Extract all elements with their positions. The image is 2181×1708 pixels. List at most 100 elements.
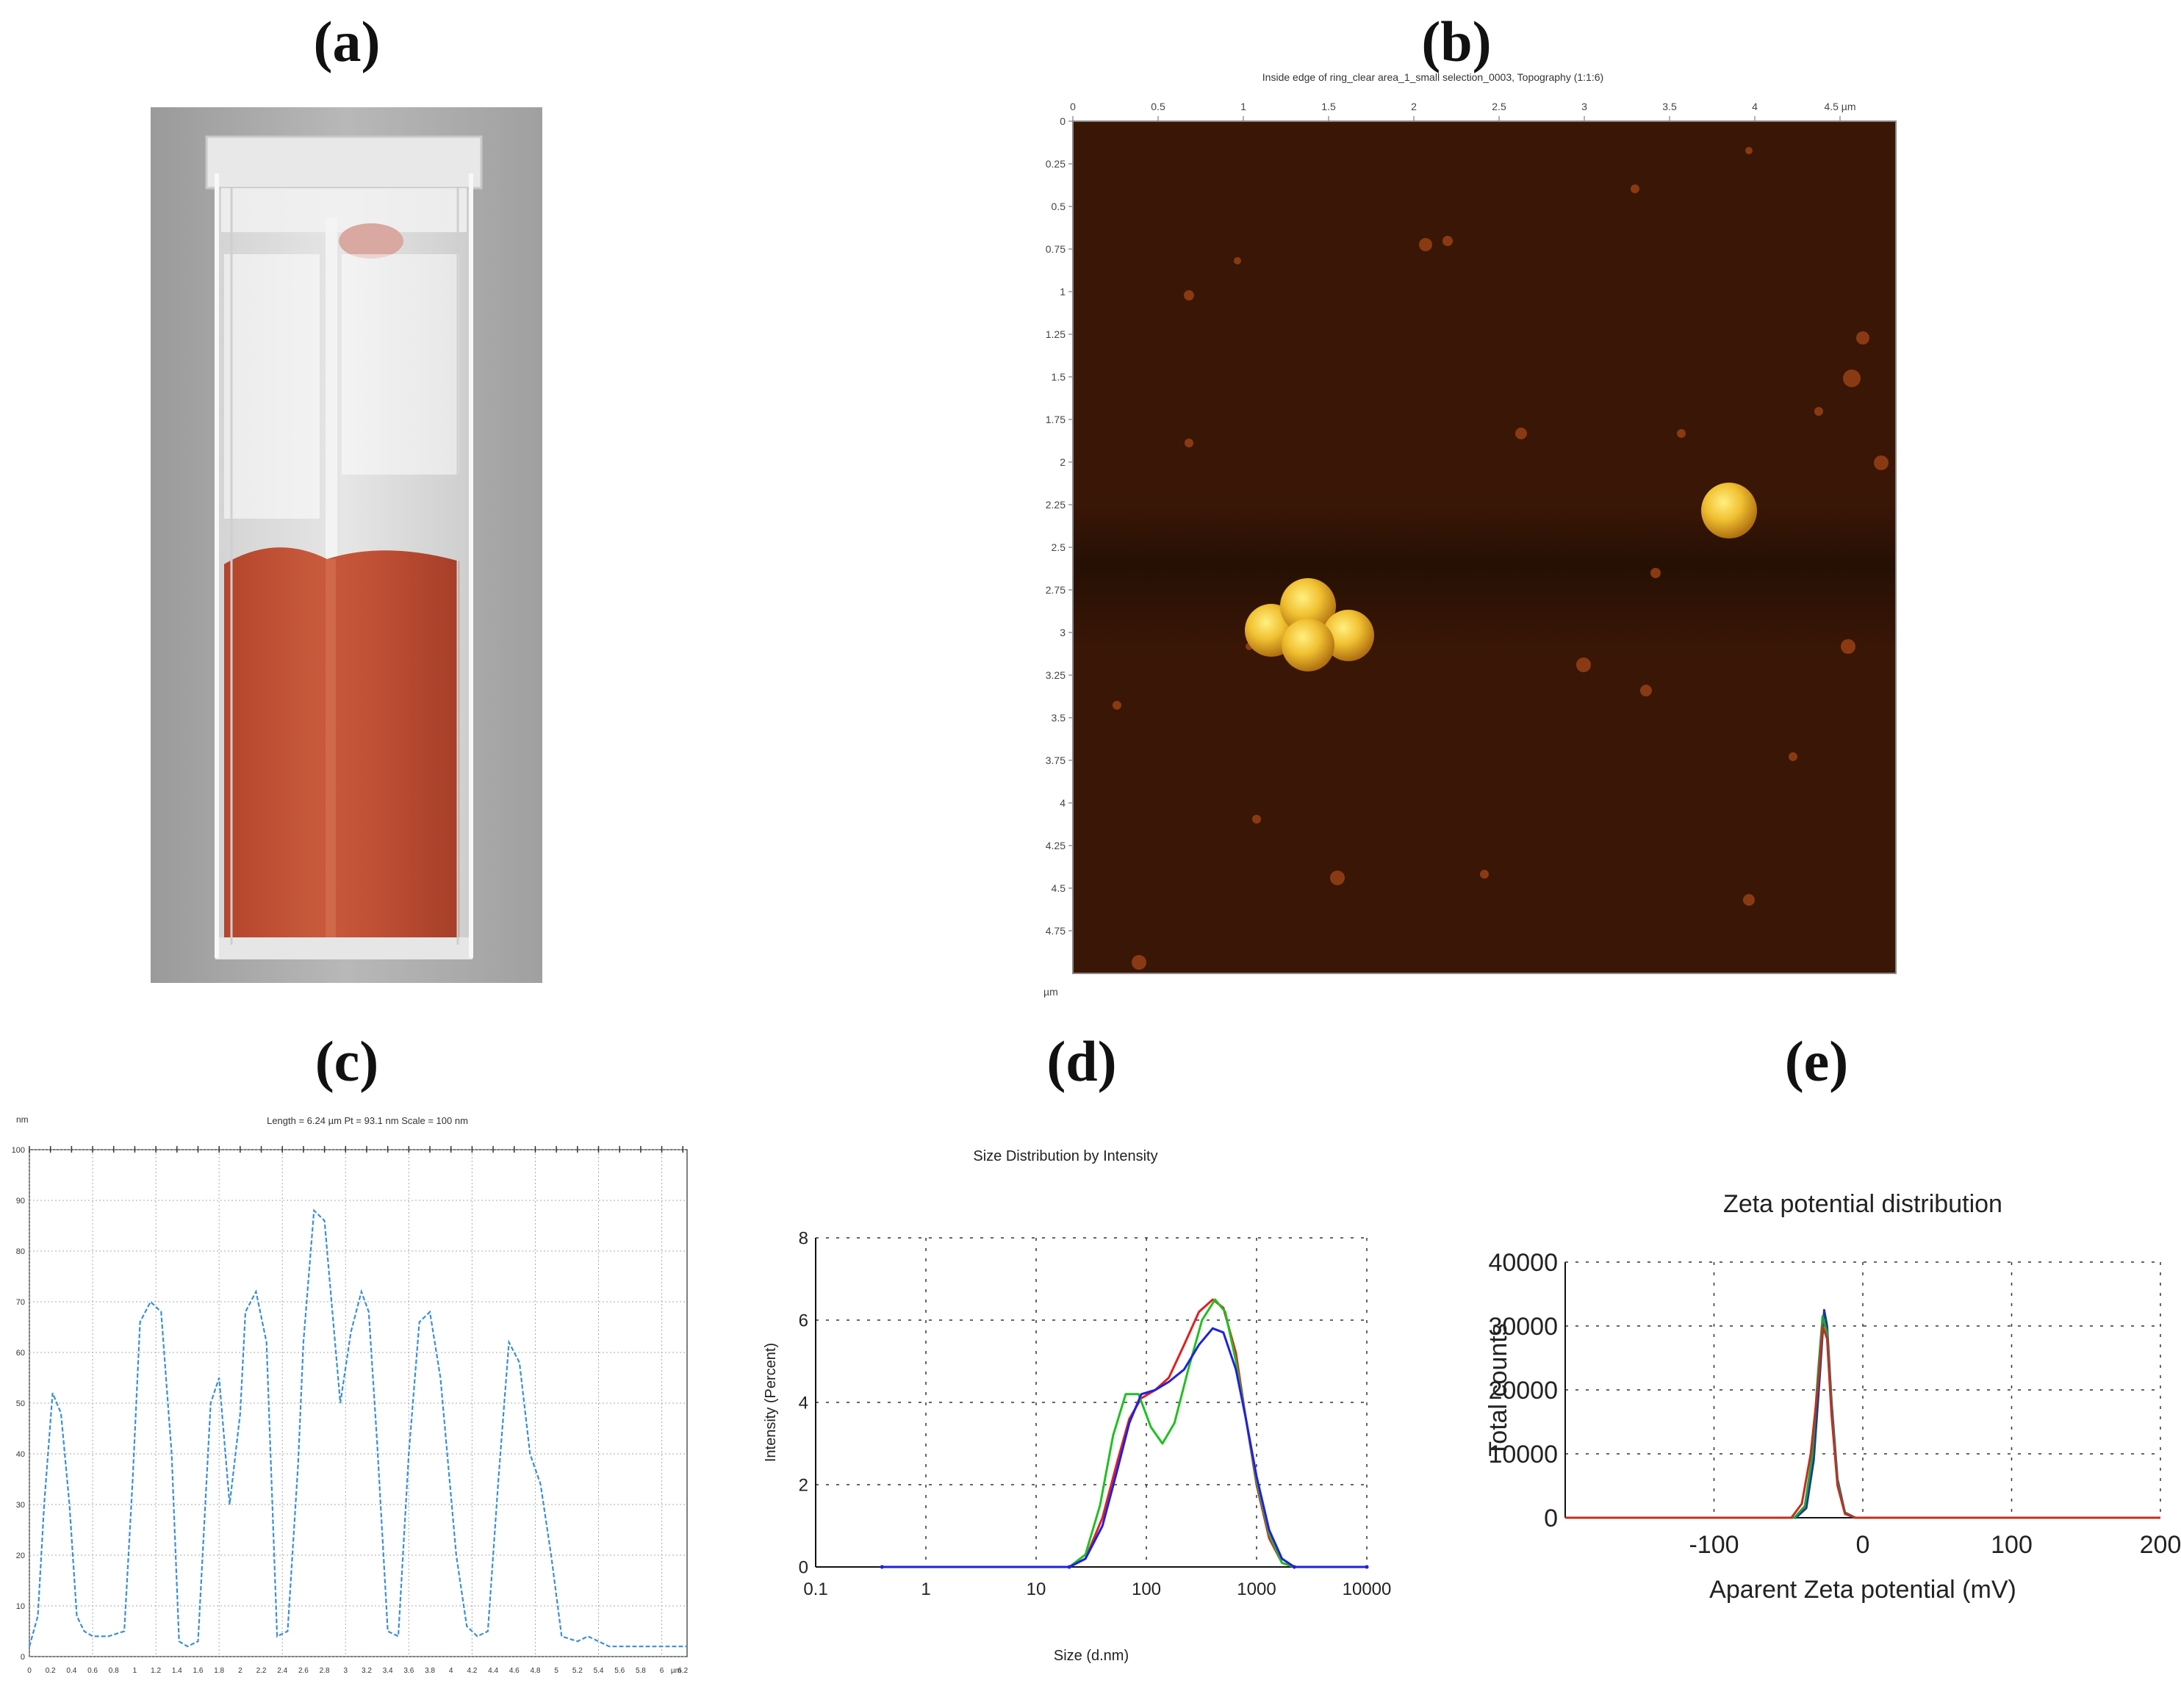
x-tick-label: 1 [133,1667,137,1675]
afm-x-tick-label: 2.5 [1492,101,1506,112]
afm-y-tick-label: 0.25 [1046,158,1066,170]
x-tick-label: 1.2 [151,1667,161,1675]
y-tick-label: 90 [16,1197,25,1206]
afm-y-tick-label: 0 [1060,115,1066,127]
x-tick-label: 10 [1027,1579,1046,1599]
afm-y-tick-label: 1.75 [1046,414,1066,425]
afm-y-axis: 0 0.25 0.5 0.75 1 1.25 1.5 1.75 2 2.25 2.5 2.75 3 3.2… [1043,115,1073,998]
y-tick-label: 0 [1544,1505,1558,1532]
x-tick-label: 0.2 [46,1667,56,1675]
x-axis-label: Aparent Zeta potential (mV) [1709,1576,2016,1604]
x-tick-label: 2 [238,1667,242,1675]
x-tick-label: 5.6 [614,1667,625,1675]
afm-particles [1245,483,1757,671]
afm-y-tick-label: 0.75 [1046,243,1066,255]
x-tick-label: 5.2 [572,1667,583,1675]
afm-title: Inside edge of ring_clear area_1_small s… [1262,71,1603,83]
x-tick-label: 0.1 [803,1579,827,1599]
data-point [1365,1565,1369,1569]
y-tick-label: 20 [16,1552,25,1560]
y-tick-label: 70 [16,1298,25,1307]
afm-y-tick-label: 3 [1060,627,1066,638]
chart-title: Zeta potential distribution [1723,1190,2002,1218]
x-tick-label: 2.8 [320,1667,330,1675]
panel-label-d: (d) [1046,1029,1117,1093]
afm-x-tick-label: 1.5 [1321,101,1336,112]
afm-y-tick-label: 4.25 [1046,840,1066,851]
afm-y-tick-label: 0.5 [1052,201,1066,212]
afm-y-tick-label: 1.25 [1046,328,1066,340]
afm-x-tick-label: 4 [1752,101,1758,112]
afm-y-tick-label: 3.5 [1052,712,1066,724]
x-tick-label: 4.4 [488,1667,498,1675]
y-axis-label: Intensity (Percent) [763,1343,779,1462]
afm-x-tick-label: 1 [1240,101,1246,112]
y-tick-label: 2 [799,1475,808,1495]
afm-y-tick-label: 2.75 [1046,584,1066,596]
afm-y-tick-label: 2 [1060,456,1066,468]
y-tick-label: 8 [799,1228,808,1248]
x-tick-label: 6 [660,1667,664,1675]
x-tick-label: 3.6 [403,1667,414,1675]
x-tick-label: 100 [1132,1579,1161,1599]
afm-y-tick-label: 2.5 [1052,541,1066,553]
x-axis-label: µm [671,1667,681,1675]
x-tick-label: 100 [1991,1531,2033,1559]
x-tick-label: 0.6 [87,1667,98,1675]
series-line-1 [882,1298,1367,1568]
series-line-3 [1565,1325,2160,1519]
x-tick-label: 3.2 [362,1667,372,1675]
y-tick-label: 6 [799,1311,808,1330]
x-tick-label: 4.6 [509,1667,520,1675]
y-tick-label: 10000 [1488,1441,1558,1469]
afm-y-tick-label: 4.5 [1052,882,1066,894]
panel-label-b: (b) [1421,10,1492,73]
data-point [1067,1565,1071,1569]
afm-x-tick-label: 0.5 [1151,101,1165,112]
y-tick-label: 10 [16,1602,25,1611]
afm-y-unit: µm [1043,986,1058,998]
x-tick-label: 1.4 [172,1667,182,1675]
y-tick-label: 60 [16,1349,25,1358]
afm-x-tick-label: 3.5 [1662,101,1677,112]
data-point [1292,1565,1296,1569]
afm-y-tick-label: 3.75 [1046,754,1066,766]
x-tick-label: 2.6 [298,1667,309,1675]
y-tick-label: 30000 [1488,1313,1558,1341]
chart-title: Length = 6.24 µm Pt = 93.1 nm Scale = 10… [267,1115,468,1126]
y-tick-label: 100 [12,1146,25,1155]
cuvette-photo [151,107,542,983]
afm-y-tick-label: 3.25 [1046,669,1066,681]
afm-x-tick-label: 0 [1070,101,1076,112]
zeta-potential-chart: Zeta potential distribution 0 10000 20000 30… [1477,1175,2181,1616]
afm-image: Inside edge of ring_clear area_1_small s… [1014,66,1918,1006]
y-tick-label: 50 [16,1399,25,1408]
y-tick-label: 0 [21,1653,25,1662]
x-tick-label: 0 [27,1667,32,1675]
x-tick-label: 4 [449,1667,453,1675]
panel-label-e: (e) [1784,1029,1849,1093]
x-tick-label: 6.2 [678,1667,688,1675]
x-tick-label: 1000 [1237,1579,1276,1599]
afm-x-axis: 0 0.5 1 1.5 2 2.5 3 3.5 4 4.5 µm [1070,101,1856,121]
afm-scan-area [1072,120,1897,974]
x-tick-label: 3 [344,1667,348,1675]
afm-y-tick-label: 1 [1060,286,1066,298]
y-tick-label: 20000 [1488,1377,1558,1405]
afm-y-tick-label: 1.5 [1052,371,1066,383]
y-tick-label: 4 [799,1393,808,1413]
afm-y-tick-label: 4.75 [1046,925,1066,937]
data-point [880,1565,884,1569]
y-tick-label: 40000 [1488,1249,1558,1277]
x-tick-label: 5.4 [594,1667,604,1675]
y-tick-label: 0 [799,1557,808,1577]
y-tick-label: 30 [16,1501,25,1510]
x-tick-label: 0.8 [109,1667,119,1675]
x-axis-label: Size (d.nm) [1054,1648,1129,1664]
x-tick-label: 3.8 [425,1667,435,1675]
x-tick-label: 5.8 [636,1667,646,1675]
afm-spots [1113,147,1889,970]
y-axis-label: nm [16,1114,29,1125]
size-distribution-chart: Size Distribution by Intensity 0 2 4 6 8 0.1 1 1… [735,1131,1411,1697]
series-line-1 [28,1208,687,1648]
